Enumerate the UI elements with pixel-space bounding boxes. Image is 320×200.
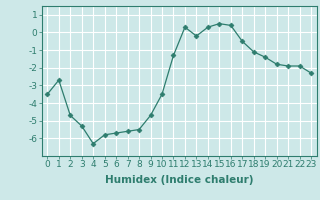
X-axis label: Humidex (Indice chaleur): Humidex (Indice chaleur) (105, 175, 253, 185)
